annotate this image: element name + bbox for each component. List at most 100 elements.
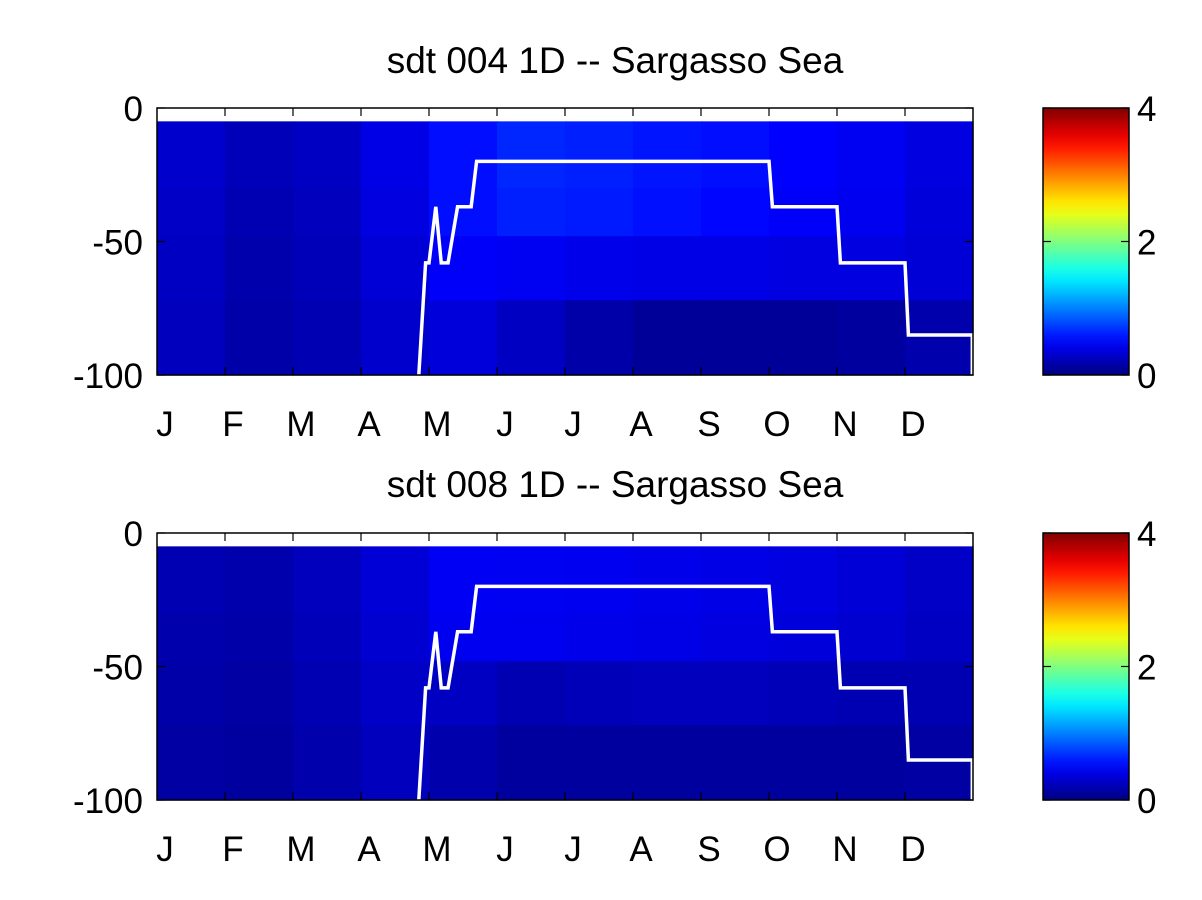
heatmap-cell [769,236,838,301]
heatmap-cell [633,546,702,614]
heatmap-cell [157,121,226,189]
heatmap-cell [429,613,498,662]
heatmap-cell [905,725,974,801]
x-tick-label: M [422,405,451,444]
heatmap [157,546,974,801]
x-tick-label: A [357,830,381,869]
heatmap-cell [225,546,294,614]
heatmap-cell [225,725,294,801]
heatmap-cell [769,300,838,376]
heatmap-cell [225,661,294,726]
heatmap-cell [701,661,770,726]
heatmap-cell [429,121,498,189]
heatmap-cell [769,613,838,662]
x-tick-label: J [564,830,582,869]
heatmap-cell [905,188,974,237]
x-tick-label: J [156,830,174,869]
colorbar: 0 2 4 [1042,515,1156,821]
y-tick-label: 0 [124,515,143,554]
x-tick-label: F [222,830,243,869]
heatmap-cell [565,661,634,726]
heatmap-cell [905,300,974,376]
heatmap-cell [633,661,702,726]
heatmap-cell [701,300,770,376]
heatmap-cell [361,188,430,237]
heatmap-cell [905,546,974,614]
heatmap-cell [565,188,634,237]
x-tick-label: S [697,830,720,869]
heatmap-cell [905,121,974,189]
heatmap-cell [633,300,702,376]
y-tick-label: -50 [92,224,143,263]
heatmap-cell [225,300,294,376]
x-tick-label: F [222,405,243,444]
heatmap-cell [157,546,226,614]
heatmap-cell [701,188,770,237]
heatmap-cell [293,121,362,189]
y-tick-label: -100 [73,782,143,821]
heatmap-cell [429,546,498,614]
chart-title: sdt 004 1D -- Sargasso Sea [387,40,844,81]
x-tick-label: A [357,405,381,444]
heatmap-cell [293,613,362,662]
heatmap-cell [565,236,634,301]
x-tick-label: M [422,830,451,869]
heatmap-cell [157,188,226,237]
x-tick-label: M [286,830,315,869]
heatmap-cell [565,613,634,662]
heatmap-cell [633,188,702,237]
heatmap-cell [293,300,362,376]
heatmap-cell [429,188,498,237]
heatmap-cell [361,661,430,726]
heatmap-cell [293,725,362,801]
x-tick-label: J [496,405,514,444]
heatmap-cell [633,236,702,301]
y-tick-label: -100 [73,357,143,396]
heatmap-cell [157,300,226,376]
heatmap-cell [769,121,838,189]
colorbar-tick-label: 0 [1137,782,1156,821]
heatmap-cell [429,300,498,376]
colorbar-gradient [1042,107,1130,376]
colorbar-tick-label: 4 [1137,515,1156,554]
heatmap-cell [769,725,838,801]
panel-2: sdt 008 1D -- Sargasso Sea J F M A M J J A S O N D 0 -… [73,464,1157,869]
heatmap-cell [361,121,430,189]
heatmap-cell [701,546,770,614]
x-tick-label: M [286,405,315,444]
heatmap-cell [633,121,702,189]
heatmap-cell [905,661,974,726]
heatmap-cell [497,661,566,726]
heatmap-cell [293,546,362,614]
heatmap-cell [157,661,226,726]
heatmap-cell [157,236,226,301]
colorbar-tick-label: 2 [1137,649,1156,688]
heatmap-cell [497,236,566,301]
heatmap-cell [837,546,906,614]
x-tick-label: N [832,405,857,444]
heatmap-cell [701,236,770,301]
heatmap-cell [837,725,906,801]
heatmap-cell [497,546,566,614]
heatmap-cell [701,613,770,662]
heatmap-cell [225,236,294,301]
colorbar-gradient [1042,532,1130,801]
x-tick-label: J [156,405,174,444]
x-tick-label: N [832,830,857,869]
heatmap-cell [293,661,362,726]
heatmap-cell [837,300,906,376]
heatmap-cell [497,725,566,801]
heatmap-cell [157,613,226,662]
x-tick-label: S [697,405,720,444]
heatmap-cell [361,236,430,301]
heatmap-cell [633,725,702,801]
heatmap-cell [565,546,634,614]
colorbar-tick-label: 4 [1137,90,1156,129]
x-tick-label: D [900,405,925,444]
x-tick-label: J [496,830,514,869]
heatmap-cell [429,725,498,801]
heatmap-cell [837,121,906,189]
heatmap-cell [293,188,362,237]
heatmap-cell [497,188,566,237]
